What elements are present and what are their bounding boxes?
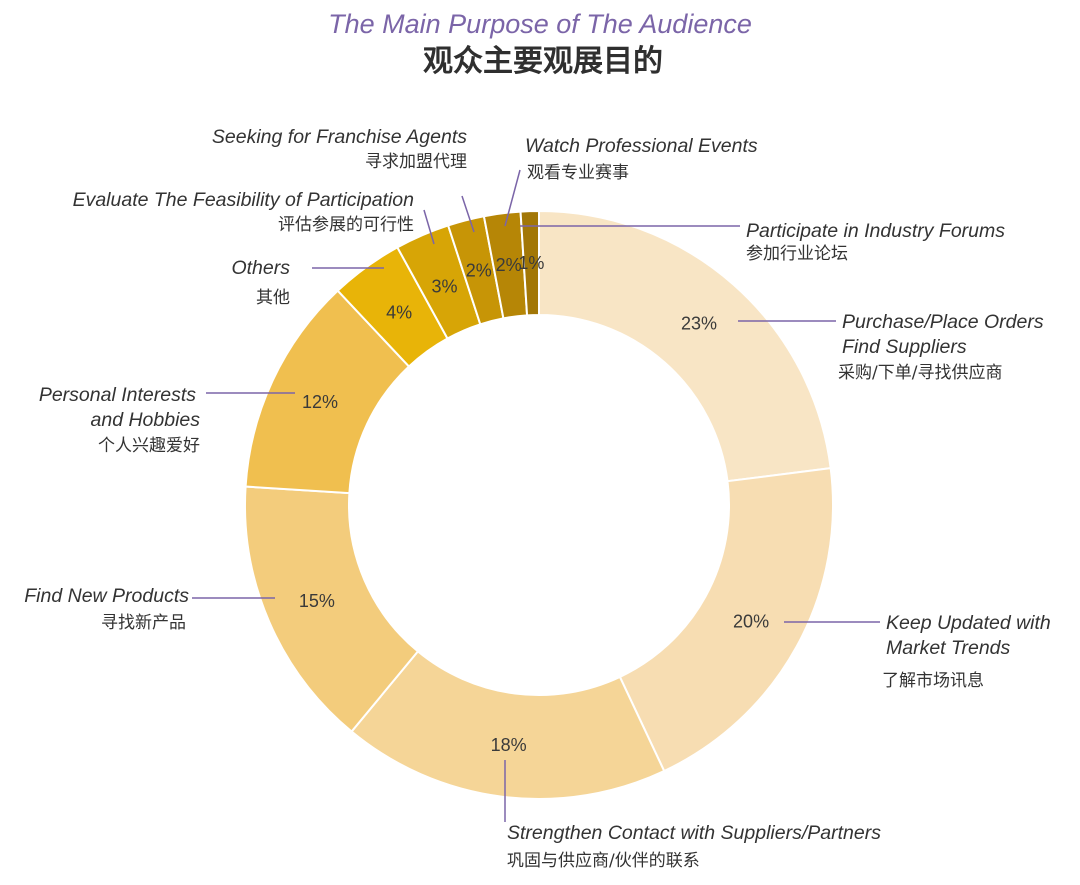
percent-label-find-new-products: 15% bbox=[299, 591, 335, 611]
label-en-keep-updated-with-market-trends: Market Trends bbox=[886, 637, 1011, 659]
label-en-personal-interests-and-hobbies: Personal Interests bbox=[39, 384, 196, 406]
percent-label-keep-updated-with-market-trends: 20% bbox=[733, 612, 769, 632]
percent-labels: 23%20%18%15%12%4%3%2% 2%1% bbox=[299, 253, 769, 755]
label-en-others: Others bbox=[231, 257, 290, 279]
label-cn-find-new-products: 寻找新产品 bbox=[101, 613, 186, 633]
percent-label-watch-professional-events: 2% bbox=[496, 255, 522, 275]
label-cn-strengthen-contact-with-suppliers-partners: 巩固与供应商/伙伴的联系 bbox=[507, 851, 700, 871]
slice-keep-updated-with-market-trends bbox=[618, 467, 834, 773]
label-cn-others: 其他 bbox=[256, 288, 290, 308]
percent-label-strengthen-contact-with-suppliers-partners: 18% bbox=[491, 735, 527, 755]
label-en-purchase-place-orders-find-suppliers: Find Suppliers bbox=[842, 336, 967, 358]
label-cn-watch-professional-events: 观看专业赛事 bbox=[527, 162, 629, 183]
slice-participate-in-industry-forums bbox=[519, 209, 540, 317]
percent-label-evaluate-the-feasibility-of-participation: 3% bbox=[431, 277, 457, 297]
percent-label-participate-in-industry-forums: 1% bbox=[518, 253, 544, 273]
label-en-seeking-for-franchise-agents: Seeking for Franchise Agents bbox=[212, 126, 467, 148]
slice-purchase-place-orders-find-suppliers bbox=[538, 209, 832, 483]
chart-title: The Main Purpose of The Audience bbox=[328, 9, 752, 39]
label-en-personal-interests-and-hobbies: and Hobbies bbox=[91, 409, 201, 431]
label-en-strengthen-contact-with-suppliers-partners: Strengthen Contact with Suppliers/Partne… bbox=[507, 822, 881, 844]
label-en-find-new-products: Find New Products bbox=[24, 585, 189, 607]
label-cn-seeking-for-franchise-agents: 寻求加盟代理 bbox=[365, 152, 467, 172]
leader-line-evaluate-the-feasibility-of-participation bbox=[423, 209, 435, 245]
label-en-keep-updated-with-market-trends: Keep Updated with bbox=[886, 612, 1051, 634]
percent-label-others: 4% bbox=[386, 302, 412, 322]
leader-line-seeking-for-franchise-agents bbox=[461, 195, 475, 233]
percent-label-seeking-for-franchise-agents: 2% bbox=[466, 261, 492, 281]
chart-subtitle: 观众主要观展目的 bbox=[423, 44, 663, 79]
label-en-watch-professional-events: Watch Professional Events bbox=[525, 135, 758, 157]
percent-label-purchase-place-orders-find-suppliers: 23% bbox=[681, 313, 717, 333]
label-cn-evaluate-the-feasibility-of-participation: 评估参展的可行性 bbox=[278, 215, 414, 235]
label-cn-personal-interests-and-hobbies: 个人兴趣爱好 bbox=[98, 436, 200, 456]
label-en-evaluate-the-feasibility-of-participation: Evaluate The Feasibility of Participatio… bbox=[73, 189, 414, 211]
donut-slices bbox=[244, 209, 834, 800]
label-en-purchase-place-orders-find-suppliers: Purchase/Place Orders bbox=[842, 311, 1044, 333]
category-labels: Purchase/Place Orders Find Suppliers 采购/下单… bbox=[24, 126, 1051, 871]
label-cn-participate-in-industry-forums: 参加行业论坛 bbox=[746, 244, 848, 264]
label-cn-purchase-place-orders-find-suppliers: 采购/下单/寻找供应商 bbox=[838, 363, 1002, 383]
leader-line-watch-professional-events bbox=[504, 169, 521, 227]
label-en-participate-in-industry-forums: Participate in Industry Forums bbox=[746, 220, 1005, 242]
percent-label-personal-interests-and-hobbies: 12% bbox=[302, 392, 338, 412]
slice-strengthen-contact-with-suppliers-partners bbox=[350, 649, 666, 800]
label-cn-keep-updated-with-market-trends: 了解市场讯息 bbox=[882, 671, 984, 691]
leader-lines bbox=[192, 169, 880, 822]
